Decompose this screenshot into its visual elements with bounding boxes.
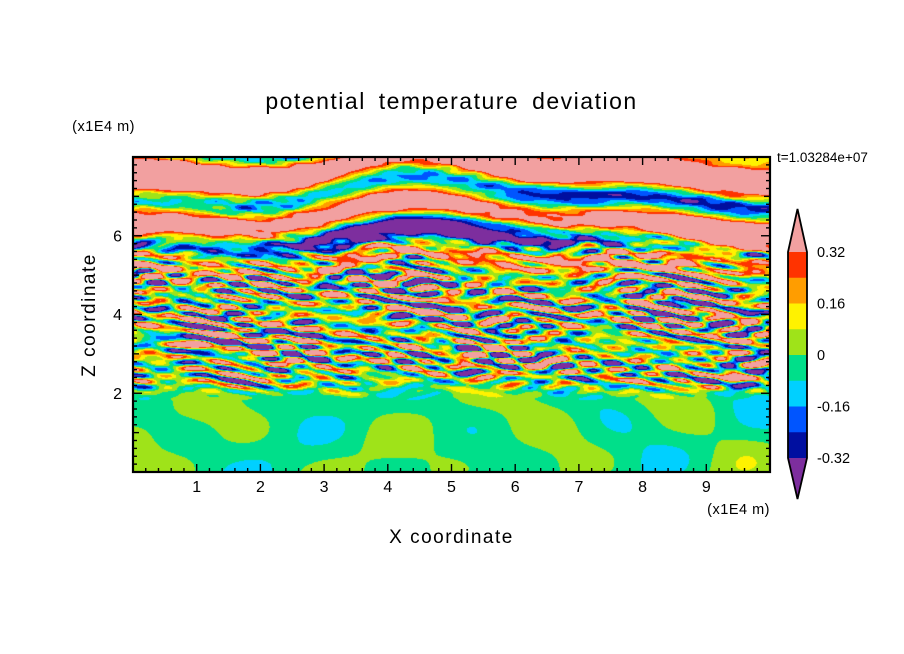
colorbar-tick-label: -0.16: [817, 400, 850, 416]
x-axis-unit-label: (x1E4 m): [707, 502, 770, 518]
colorbar-upper-arrow: [788, 209, 807, 252]
x-tick-label: 1: [192, 479, 201, 496]
colorbar-band: [788, 406, 807, 433]
x-axis-title: X coordinate: [389, 527, 514, 548]
colorbar-band: [788, 380, 807, 407]
time-annotation: t=1.03284e+07: [777, 150, 868, 165]
x-tick-label: 4: [383, 479, 392, 496]
colorbar-band: [788, 277, 807, 304]
colorbar-band: [788, 432, 807, 459]
x-tick-label: 5: [447, 479, 456, 496]
plot-title: potential temperature deviation: [265, 88, 638, 114]
colorbar-tick-label: 0.16: [817, 297, 845, 313]
y-tick-label: 6: [113, 228, 122, 245]
x-tick-label: 8: [638, 479, 647, 496]
y-tick-label: 2: [113, 386, 122, 403]
colorbar-tick-label: -0.32: [817, 451, 850, 467]
colorbar-tick-label: 0.32: [817, 245, 845, 261]
y-tick-label: 4: [113, 307, 122, 324]
contour-field-canvas: [133, 157, 770, 472]
x-tick-label: 2: [256, 479, 265, 496]
colorbar-tick-label: 0: [817, 348, 825, 364]
colorbar-band: [788, 355, 807, 382]
z-axis-title: Z coordinate: [79, 253, 100, 377]
colorbar-band: [788, 303, 807, 330]
colorbar-lower-arrow: [788, 458, 807, 499]
x-tick-label: 3: [320, 479, 329, 496]
colorbar-band: [788, 329, 807, 356]
colorbar-band: [788, 252, 807, 279]
x-tick-label: 7: [574, 479, 583, 496]
colorbar-outline: [787, 208, 808, 500]
x-tick-label: 9: [702, 479, 711, 496]
z-axis-unit-label: (x1E4 m): [72, 119, 135, 135]
x-tick-label: 6: [511, 479, 520, 496]
